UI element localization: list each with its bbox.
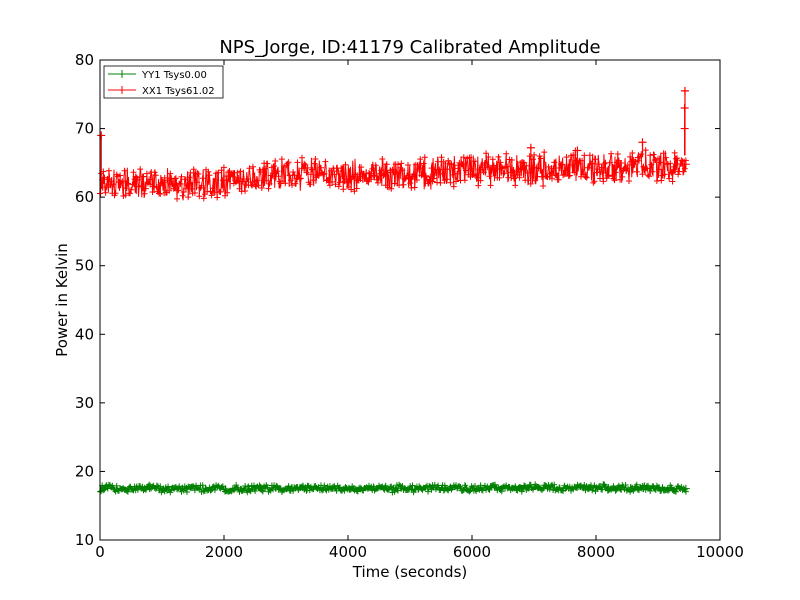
spike-marker (638, 138, 647, 147)
y-tick-label: 80 (75, 51, 94, 69)
end-marker (681, 484, 690, 493)
x-axis-label: Time (seconds) (352, 563, 468, 581)
y-tick-label: 60 (75, 188, 94, 206)
series-line (99, 150, 687, 201)
y-tick-label: 20 (75, 462, 94, 480)
y-ticks: 10 20 30 40 50 60 70 80 (75, 51, 720, 549)
x-ticks: 0 2000 4000 6000 8000 10000 (95, 60, 744, 561)
spike-marker (573, 146, 582, 155)
series-markers (97, 481, 689, 496)
legend-box (103, 65, 224, 99)
x-tick-label: 4000 (329, 543, 367, 561)
y-tick-label: 10 (75, 531, 94, 549)
x-tick-label: 8000 (577, 543, 615, 561)
axes-frame (99, 59, 721, 541)
spike-marker (97, 131, 106, 140)
y-axis-label: Power in Kelvin (53, 243, 71, 357)
x-tick-label: 6000 (453, 543, 491, 561)
legend-entry: XX1 Tsys61.02 (108, 86, 215, 97)
y-tick-label: 70 (75, 120, 94, 138)
spike-marker (526, 143, 535, 152)
legend-label: YY1 Tsys0.00 (141, 70, 207, 81)
legend-label: XX1 Tsys61.02 (142, 86, 215, 97)
x-tick-label: 10000 (696, 543, 744, 561)
end-marker (681, 160, 690, 169)
x-tick-label: 2000 (205, 543, 243, 561)
legend-marker (118, 70, 126, 78)
legend-entry: YY1 Tsys0.00 (108, 70, 207, 81)
series-1 (97, 481, 690, 496)
y-tick-label: 30 (75, 394, 94, 412)
legend-marker (118, 86, 126, 94)
y-tick-label: 40 (75, 325, 94, 343)
series-2 (97, 86, 690, 202)
spike-marker (680, 86, 689, 95)
x-tick-label: 0 (95, 543, 105, 561)
y-tick-label: 50 (75, 257, 94, 275)
chart-title: NPS_Jorge, ID:41179 Calibrated Amplitude (219, 37, 600, 58)
series-layer (97, 86, 690, 496)
legend: YY1 Tsys0.00 XX1 Tsys61.02 (103, 65, 224, 99)
